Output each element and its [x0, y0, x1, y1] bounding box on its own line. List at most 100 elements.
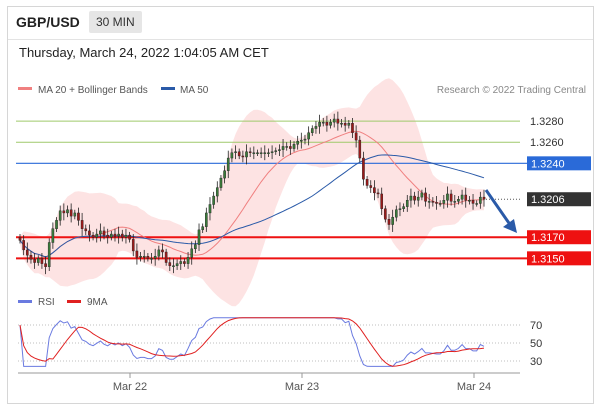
candle-body	[157, 249, 161, 257]
candle-body	[336, 118, 340, 124]
candle-body	[471, 200, 475, 204]
candle-body	[77, 212, 80, 221]
candle-body	[365, 178, 369, 186]
rsi-tick-label: 50	[530, 338, 542, 350]
resistance-level-label: 1.3280	[530, 116, 564, 128]
candle-body	[285, 146, 289, 148]
candle-body	[22, 240, 25, 251]
candle-body	[146, 256, 150, 259]
candle-body	[413, 195, 416, 201]
rsi-tick-label: 70	[530, 320, 542, 332]
candle-body	[431, 201, 435, 203]
candle-body	[321, 121, 325, 124]
candle-body	[259, 152, 263, 154]
forecast-arrow	[484, 189, 517, 233]
candle-body	[230, 152, 234, 159]
candlesticks	[18, 111, 486, 275]
candle-body	[139, 256, 142, 258]
candle-body	[186, 257, 190, 264]
chart-header: GBP/USD 30 MIN	[8, 7, 593, 40]
support-level-tag	[527, 230, 591, 245]
candle-body	[161, 249, 164, 253]
candle-body	[40, 258, 44, 264]
instrument-label: GBP/USD	[16, 14, 80, 30]
x-axis-tick-label: Mar 22	[113, 381, 147, 393]
candle-body	[446, 193, 449, 201]
candle-body	[409, 195, 413, 201]
candle-body	[289, 146, 292, 149]
candle-body	[373, 187, 376, 194]
bollinger-band-area	[20, 78, 484, 307]
ma20-legend-label: MA 20 + Bollinger Bands	[38, 85, 148, 96]
candle-body	[55, 220, 58, 229]
support-level-tag	[527, 251, 591, 266]
candle-body	[26, 249, 29, 256]
candle-body	[310, 128, 314, 133]
candle-body	[18, 237, 22, 241]
candle-body	[33, 259, 36, 263]
timestamp: Thursday, March 24, 2022 1:04:05 AM CET	[19, 45, 269, 60]
candle-body	[303, 138, 307, 141]
candle-body	[398, 208, 402, 210]
candle-body	[325, 121, 329, 126]
ma9-legend-label: 9MA	[87, 297, 108, 308]
candle-body	[113, 233, 117, 237]
x-axis-ticks: Mar 22 Mar 23 Mar 24	[113, 373, 491, 393]
candle-body	[88, 230, 91, 236]
ma20-legend-swatch	[18, 87, 32, 90]
candle-body	[205, 212, 208, 227]
candle-body	[73, 212, 77, 217]
rsi-panel: 70 50 30	[18, 317, 542, 368]
candle-body	[278, 149, 281, 151]
candle-body	[245, 151, 248, 158]
candle-body	[66, 209, 69, 214]
rsi-ma9-line	[19, 317, 485, 367]
candle-body	[131, 239, 135, 252]
candle-body	[194, 244, 197, 250]
candle-body	[168, 262, 172, 266]
candle-body	[281, 146, 285, 150]
candle-body	[183, 261, 186, 264]
candle-body	[215, 187, 219, 197]
candle-body	[369, 185, 373, 188]
candle-body	[453, 201, 457, 203]
x-axis-tick-label: Mar 24	[457, 381, 491, 393]
timeframe-badge[interactable]: 30 MIN	[89, 11, 142, 33]
candle-body	[237, 151, 241, 157]
candle-body	[405, 200, 409, 207]
candle-body	[164, 251, 168, 263]
current-level-tag	[527, 192, 591, 207]
candle-body	[449, 193, 453, 202]
candle-body	[442, 200, 446, 204]
candle-body	[117, 233, 120, 237]
candle-body	[300, 139, 303, 142]
candle-body	[142, 256, 146, 258]
current-level-label: 1.3206	[531, 194, 565, 206]
candle-body	[358, 139, 362, 159]
candle-body	[343, 123, 347, 126]
pivot-level-label: 1.3240	[531, 158, 565, 170]
candle-body	[172, 265, 175, 267]
candle-body	[256, 152, 259, 154]
candle-body	[384, 208, 387, 220]
candle-body	[307, 132, 310, 140]
candle-body	[84, 228, 88, 232]
candle-body	[274, 150, 278, 152]
candle-body	[460, 194, 464, 200]
candle-body	[263, 152, 267, 154]
candle-body	[226, 157, 230, 171]
support-level-label: 1.3150	[531, 253, 565, 265]
candle-body	[347, 123, 351, 126]
candle-body	[69, 209, 73, 217]
candle-body	[106, 234, 109, 238]
candle-body	[153, 256, 157, 259]
candle-body	[51, 228, 55, 243]
x-axis-tick-label: Mar 23	[285, 381, 319, 393]
candle-body	[340, 123, 343, 125]
candle-body	[475, 203, 478, 205]
candle-body	[223, 170, 226, 179]
candle-body	[29, 254, 33, 260]
rsi-legend-swatch	[18, 300, 32, 303]
candle-body	[110, 233, 113, 238]
candle-body	[252, 152, 256, 154]
